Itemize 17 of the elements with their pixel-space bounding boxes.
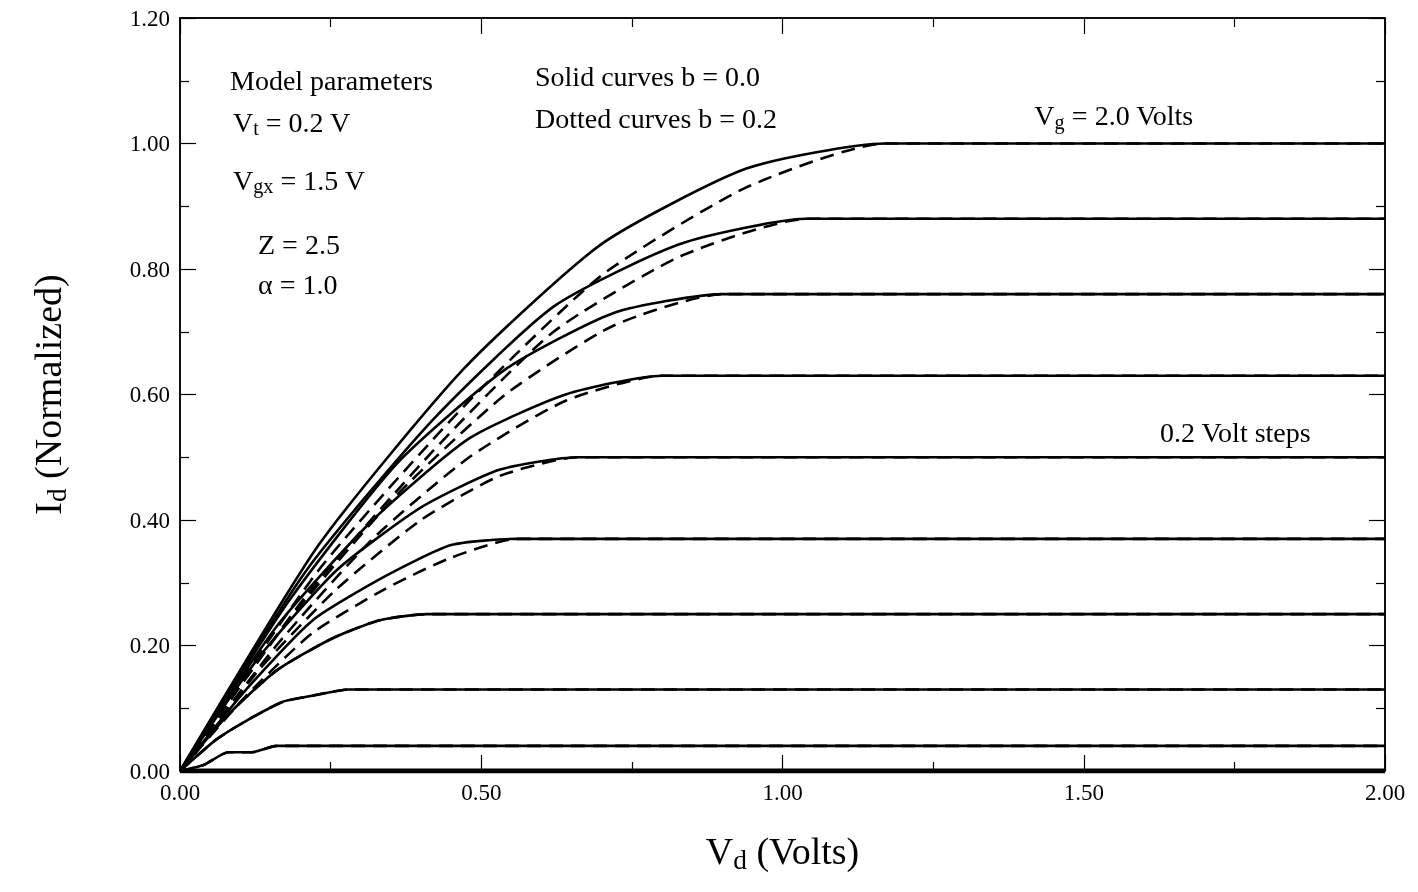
y-tick-label: 0.60 bbox=[129, 382, 170, 407]
y-tick-label: 0.80 bbox=[129, 256, 170, 282]
annotation: α = 1.0 bbox=[258, 268, 338, 300]
y-tick-label: 1.00 bbox=[129, 131, 170, 156]
x-tick-label: 1.50 bbox=[1063, 780, 1104, 805]
y-tick-label: 1.20 bbox=[129, 5, 170, 31]
annotation: Solid curves b = 0.0 bbox=[535, 60, 760, 92]
y-tick-label: 0.40 bbox=[129, 507, 170, 533]
annotation: Dotted curves b = 0.2 bbox=[535, 102, 778, 134]
x-tick-label: 1.00 bbox=[762, 780, 803, 805]
x-tick-label: 0.50 bbox=[461, 780, 502, 805]
y-tick-label: 0.20 bbox=[129, 633, 170, 658]
y-axis-title: Id (Normalized) bbox=[26, 274, 72, 515]
annotation: 0.2 Volt steps bbox=[1160, 416, 1311, 448]
annotation: Model parameters bbox=[230, 64, 433, 96]
x-tick-label: 2.00 bbox=[1364, 780, 1406, 805]
annotation: Z = 2.5 bbox=[258, 228, 340, 260]
